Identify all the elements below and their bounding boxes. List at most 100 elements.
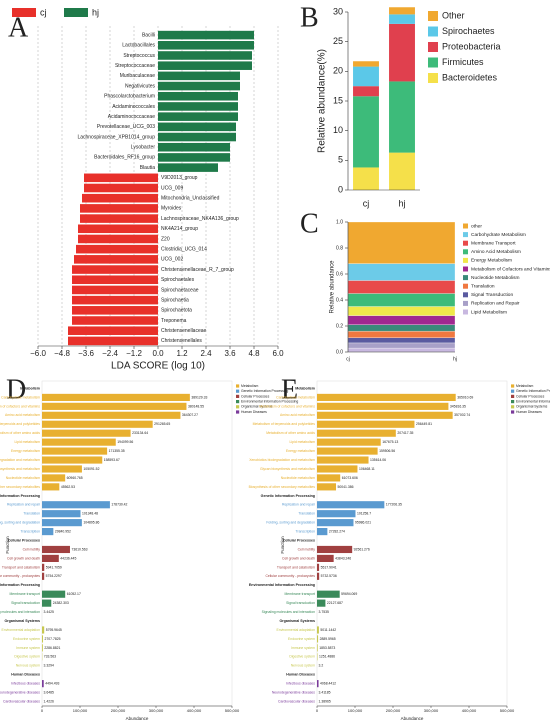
bar	[42, 456, 103, 464]
category-label: Signaling molecules and interaction	[0, 610, 40, 614]
value-label: 5011.1442	[320, 628, 336, 632]
group-header: Metabolism	[295, 386, 315, 390]
category-label: UCG_002	[161, 257, 183, 263]
legend-label: Other	[442, 10, 465, 20]
bar	[42, 501, 110, 509]
bar	[42, 510, 81, 518]
legend-label: Genetic Information Processing	[516, 389, 550, 393]
legend-label: Nucleotide Metabolism	[471, 275, 520, 281]
category-label: Lipid metabolism	[15, 440, 41, 444]
category-label: Lipid metabolism	[290, 440, 316, 444]
x-axis-label: Abundance	[126, 716, 149, 721]
category-label: Xenobiotics biodegradation and metabolis…	[0, 458, 40, 462]
category-label: Myroides	[161, 206, 182, 212]
y-tick-label: 0.2	[336, 323, 343, 329]
legend-swatch	[463, 309, 468, 315]
y-axis-label: Function	[280, 536, 285, 554]
category-label: Cell motility	[298, 547, 316, 551]
category-label: Cardiovascular diseases	[3, 699, 40, 703]
legend-swatch	[463, 292, 468, 298]
category-label: Blautia	[140, 165, 156, 171]
bar	[317, 590, 340, 598]
panel-label: C	[300, 208, 319, 239]
bar	[158, 142, 230, 152]
category-label: Nervous system	[16, 664, 40, 668]
legend-label: Organismal Systems	[516, 405, 548, 409]
bar	[42, 680, 44, 688]
value-label: 4494.493	[45, 682, 59, 686]
group-header: Metabolism	[20, 386, 40, 390]
legend-swatch	[236, 400, 240, 404]
legend-swatch	[463, 240, 468, 246]
bar	[42, 447, 108, 455]
bar	[72, 306, 158, 315]
bar	[72, 275, 158, 285]
area	[347, 263, 456, 281]
area	[347, 315, 456, 325]
x-tick-label: −6.0	[30, 349, 46, 358]
y-axis-label: Function	[5, 536, 10, 554]
value-label: 101348.48	[82, 512, 98, 516]
category-label: Folding, sorting and degradation	[266, 521, 315, 525]
category-label: Streptococcaceae	[115, 63, 155, 69]
group-header: Cellular Processes	[283, 538, 315, 542]
x-tick-label: 300,000	[424, 708, 439, 713]
x-tick-label: 500,000	[225, 708, 240, 713]
value-label: 5754.2297	[46, 574, 62, 578]
legend-swatch	[511, 400, 515, 404]
category-label: Metabolism of cofactors and vitamins	[259, 404, 315, 408]
bar	[42, 438, 116, 446]
legend-swatch	[428, 26, 438, 37]
legend-swatch	[236, 394, 240, 398]
legend-swatch	[463, 232, 468, 238]
bar	[317, 519, 354, 527]
bar	[317, 438, 381, 446]
bar	[76, 244, 158, 254]
y-tick-label: 0.4	[336, 297, 343, 303]
category-label: Glycan biosynthesis and metabolism	[260, 467, 315, 471]
category-label: Cardiovascular diseases	[278, 699, 315, 703]
value-label: 1251.4886	[319, 655, 335, 659]
legend-swatch	[12, 8, 36, 17]
legend-label: Amino Acid Metabolism	[471, 249, 521, 255]
category-label: Clostridia_UCG_014	[161, 246, 207, 252]
x-tick-label: −2.4	[102, 349, 118, 358]
bar	[158, 163, 218, 172]
value-label: 158593.67	[104, 458, 120, 462]
category-label: Replication and repair	[7, 503, 41, 507]
bar-segment	[353, 61, 379, 67]
category-label: Neurodegenerative diseases	[0, 690, 40, 694]
category-label: Phascolarctobacterium	[104, 94, 155, 100]
legend-swatch	[463, 300, 468, 306]
value-label: 22127.687	[327, 601, 343, 605]
value-label: 345816.35	[450, 404, 466, 408]
category-label: Cell growth and death	[7, 556, 40, 560]
bar	[317, 563, 320, 571]
y-tick-label: 0.8	[336, 245, 343, 251]
bar	[84, 183, 158, 193]
legend-label: hj	[92, 7, 99, 17]
value-label: 29840.952	[55, 529, 71, 533]
category-label: Christensenellaceae	[161, 328, 207, 334]
legend-label: Cellular Processes	[516, 394, 545, 398]
legend-label: Membrane Transport	[471, 240, 516, 246]
category-label: Bacilli	[142, 32, 155, 38]
bar	[82, 193, 158, 203]
bar	[78, 224, 158, 234]
category-label: Glycan biosynthesis and metabolism	[0, 467, 40, 471]
category-label: Nucleotide metabolism	[6, 476, 40, 480]
bar	[42, 420, 153, 428]
value-label: 5517.9041	[321, 565, 337, 569]
bar-segment	[389, 23, 415, 82]
category-label: Membrane transport	[284, 592, 315, 596]
panel-label: E	[281, 374, 298, 405]
bar	[80, 204, 158, 213]
category-label: Endocrine system	[13, 637, 40, 641]
bar	[80, 214, 158, 223]
category-label: Biosynthesis of other secondary metaboli…	[249, 485, 316, 489]
bar	[158, 51, 252, 60]
value-label: 27282.274	[329, 529, 345, 533]
category-label: Environmental adaptation	[277, 628, 316, 632]
bar	[78, 234, 158, 244]
category-label: Spirochaetia	[161, 297, 189, 303]
